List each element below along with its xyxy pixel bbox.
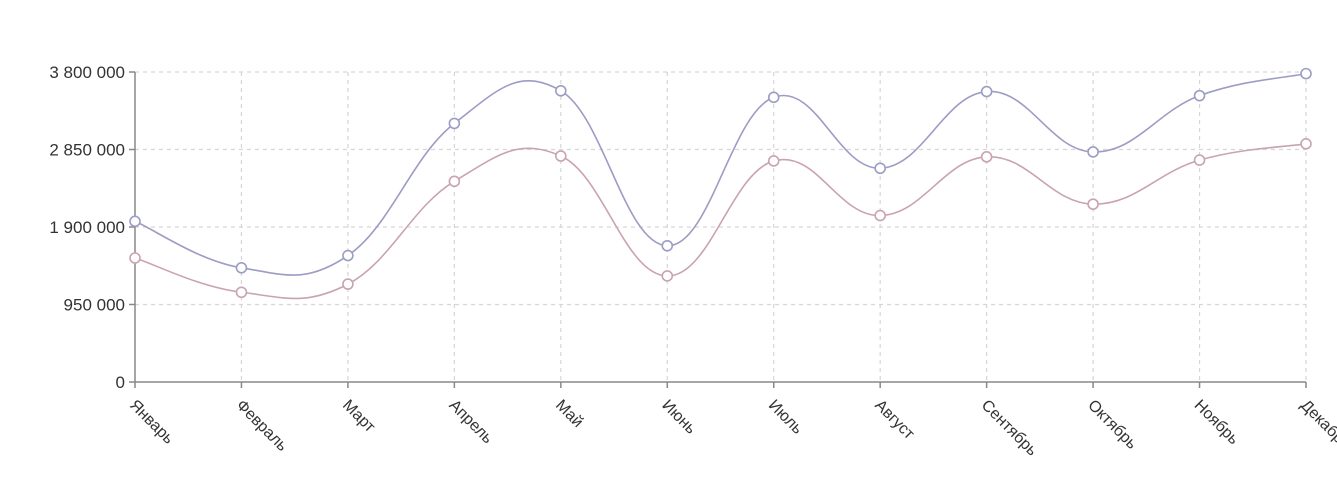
- x-tick-label: Декабрь: [1297, 397, 1337, 453]
- y-tick-label: 1 900 000: [49, 218, 125, 237]
- grid: [135, 71, 1307, 382]
- x-tick-label: Август: [871, 397, 918, 444]
- data-point[interactable]: [874, 162, 886, 175]
- y-tick-label: 3 800 000: [49, 63, 125, 82]
- y-tick-label: 2 850 000: [49, 141, 125, 160]
- axes: [129, 71, 1307, 388]
- y-tick-label: 0: [116, 373, 125, 392]
- x-tick-label: Июнь: [658, 397, 699, 438]
- x-tick-label: Апрель: [446, 397, 496, 447]
- data-point[interactable]: [1300, 137, 1312, 150]
- x-tick-label: Сентябрь: [978, 397, 1041, 460]
- data-point[interactable]: [342, 249, 354, 262]
- data-point[interactable]: [661, 239, 674, 252]
- x-tick-label: Февраль: [233, 397, 291, 455]
- data-point[interactable]: [1300, 67, 1312, 80]
- x-tick-label: Март: [339, 397, 379, 437]
- series-line-2: [134, 142, 1307, 300]
- x-tick-label: Январь: [126, 397, 177, 448]
- data-point[interactable]: [448, 117, 461, 130]
- y-tick-label: 950 000: [64, 296, 125, 315]
- data-point[interactable]: [555, 150, 567, 162]
- data-point[interactable]: [129, 252, 141, 264]
- data-point[interactable]: [1087, 198, 1099, 210]
- data-point[interactable]: [555, 84, 567, 97]
- data-points[interactable]: [129, 67, 1312, 299]
- data-point[interactable]: [661, 270, 674, 282]
- x-tick-label: Май: [552, 397, 586, 431]
- data-point[interactable]: [1193, 89, 1206, 102]
- x-tick-label: Октябрь: [1084, 397, 1140, 453]
- tick-labels: 0 950 000 1 900 000 2 850 000 3 800 000 Январ…: [49, 63, 1337, 460]
- data-point[interactable]: [1087, 146, 1099, 158]
- data-point[interactable]: [342, 278, 354, 290]
- data-point[interactable]: [448, 175, 461, 188]
- data-point[interactable]: [980, 85, 993, 98]
- data-point[interactable]: [129, 215, 141, 228]
- x-tick-label: Июль: [765, 397, 806, 438]
- data-point[interactable]: [980, 151, 993, 163]
- data-point[interactable]: [767, 91, 780, 104]
- data-point[interactable]: [235, 261, 248, 274]
- data-point[interactable]: [1193, 154, 1206, 166]
- data-point[interactable]: [874, 209, 886, 222]
- x-tick-label: Ноябрь: [1191, 397, 1242, 448]
- data-point[interactable]: [235, 286, 248, 299]
- data-point[interactable]: [767, 155, 780, 167]
- series-lines: [134, 72, 1307, 300]
- series-line-1: [134, 72, 1307, 276]
